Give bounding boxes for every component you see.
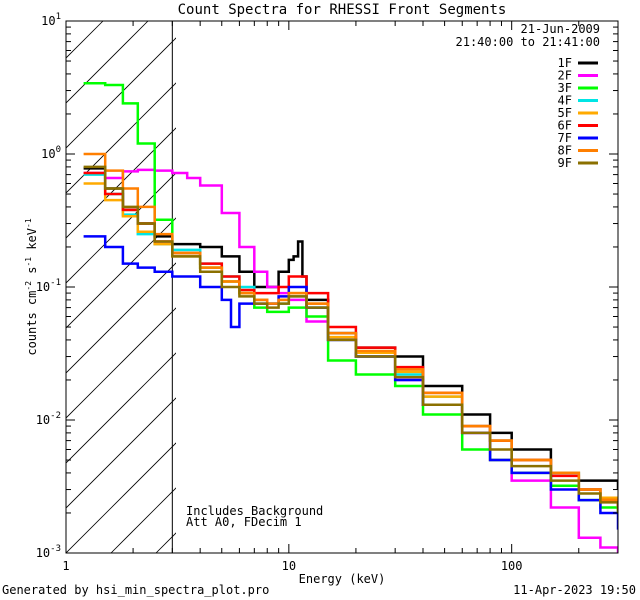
time-range-label: 21:40:00 to 21:41:00	[456, 35, 601, 49]
hatch-line	[66, 442, 176, 553]
y-tick-label: 10-3	[36, 544, 61, 560]
annotation-attenuator: Att A0, FDecim 1	[186, 515, 302, 529]
legend-label-1F: 1F	[558, 56, 572, 70]
hatch-line	[66, 262, 176, 374]
y-tick-label: 10-2	[36, 411, 61, 427]
date-label: 21-Jun-2009	[521, 22, 600, 36]
annotation-background: Includes Background	[186, 504, 323, 518]
legend-label-8F: 8F	[558, 144, 572, 158]
legend-label-5F: 5F	[558, 106, 572, 120]
y-axis-label: counts cm-2 s-1 keV-1	[24, 218, 39, 355]
x-tick-label: 100	[501, 559, 523, 573]
series-lines	[83, 82, 618, 553]
x-axis-label: Energy (keV)	[299, 572, 386, 586]
legend-label-3F: 3F	[558, 81, 572, 95]
y-tick-label: 10-1	[36, 278, 61, 294]
legend-label-6F: 6F	[558, 119, 572, 133]
attenuator-hatch-region	[66, 21, 176, 553]
x-tick-label: 10	[282, 559, 296, 573]
footer-timestamp: 11-Apr-2023 19:50	[513, 583, 636, 597]
hatch-line	[66, 82, 176, 194]
x-tick-label: 1	[62, 559, 69, 573]
hatch-line	[66, 217, 176, 329]
series-line-9F	[83, 165, 618, 513]
x-axis: 1 10 100	[62, 21, 619, 573]
legend-label-9F: 9F	[558, 156, 572, 170]
series-line-1F	[83, 167, 618, 490]
y-tick-label: 100	[41, 145, 61, 161]
y-axis: 10-3 10-2 10-1 100 101	[36, 12, 618, 560]
y-tick-label: 101	[41, 12, 61, 28]
hatch-line	[66, 37, 176, 149]
hatch-line	[66, 397, 176, 509]
series-line-7F	[83, 235, 618, 530]
legend-label-7F: 7F	[558, 131, 572, 145]
series-line-8F	[83, 152, 618, 508]
legend-label-4F: 4F	[558, 94, 572, 108]
legend-label-2F: 2F	[558, 69, 572, 83]
chart-title: Count Spectra for RHESSI Front Segments	[178, 2, 507, 18]
footer-generated-by: Generated by hsi_min_spectra_plot.pro	[2, 583, 269, 597]
